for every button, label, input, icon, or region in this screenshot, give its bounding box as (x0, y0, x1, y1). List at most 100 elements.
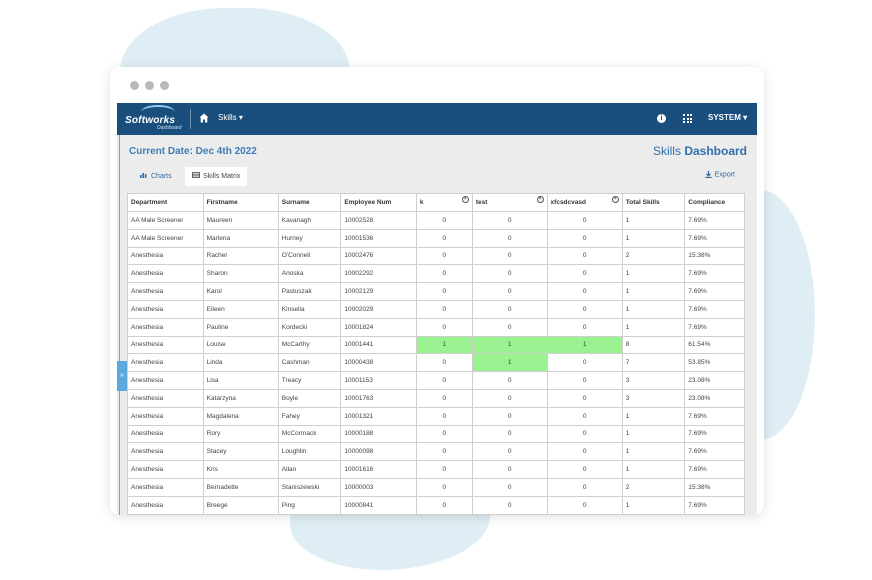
table-row[interactable]: Anesthesia Pauline Kordecki 10001824 0 0 0 1 7.6… (127, 317, 745, 337)
table-row[interactable]: Anesthesia Stacey Loughlin 10000098 0 0 0 1 7.69… (127, 442, 745, 462)
home-icon[interactable] (199, 113, 209, 123)
table-cell: 0 (415, 388, 473, 408)
table-cell: Ping (277, 495, 342, 515)
tab-charts[interactable]: Charts (133, 167, 179, 186)
page-title-bold: Dashboard (684, 144, 747, 158)
table-cell: 0 (471, 388, 548, 408)
table-cell: Treacy (277, 371, 342, 390)
table-cell: 23.08% (684, 371, 745, 390)
table-cell: 0 (415, 424, 473, 444)
table-cell: 0 (415, 477, 473, 497)
current-date: Current Date: Dec 4th 2022 (129, 146, 257, 157)
remove-column-icon[interactable]: × (536, 196, 544, 203)
column-header[interactable]: k × (415, 193, 473, 212)
table-cell: 1 (621, 442, 686, 462)
table-cell: 1 (621, 282, 686, 301)
table-cell: 1 (415, 335, 473, 355)
table-row[interactable]: Anesthesia Magdalena Fahey 10001321 0 0 0 1 7.69… (127, 406, 745, 426)
table-cell: 0 (546, 211, 623, 230)
table-cell: Loughlin (277, 442, 342, 462)
export-button[interactable]: Export (705, 171, 735, 178)
table-cell: 10001616 (340, 460, 417, 479)
table-cell: 10000841 (340, 495, 417, 515)
table-row[interactable]: Anesthesia Louise McCarthy 10001441 1 1 1 8 61.5… (127, 335, 745, 355)
table-cell: 2 (621, 477, 686, 497)
skills-matrix-table-container[interactable]: Department Firstname Surname Employee Num k ×… (127, 193, 745, 515)
table-cell: Linda (202, 353, 279, 373)
table-row[interactable]: Anesthesia Breege Ping 10000841 0 0 0 1 7.69% (127, 495, 745, 515)
table-cell: Pastuszak (277, 282, 342, 301)
table-cell: 10002528 (340, 211, 417, 230)
table-row[interactable]: AA Male Screener Maureen Kavanagh 10002528 0… (127, 211, 745, 230)
table-cell: 0 (415, 317, 473, 337)
column-header[interactable]: test × (471, 193, 548, 212)
table-cell: 0 (471, 264, 548, 284)
table-cell: Anesthesia (127, 424, 204, 444)
table-cell: 0 (546, 477, 623, 497)
column-header[interactable]: Surname (277, 193, 342, 212)
table-row[interactable]: Anesthesia Lisa Treacy 10001153 0 0 0 3 23.08% (127, 371, 745, 390)
column-header[interactable]: Department (127, 193, 204, 212)
table-cell: Kavanagh (277, 211, 342, 230)
bar-chart-icon (140, 173, 147, 179)
table-cell: 1 (621, 211, 686, 230)
table-row[interactable]: Anesthesia Karol Pastuszak 10002129 0 0 0 1 7.69… (127, 282, 745, 301)
column-header[interactable]: Compliance (684, 193, 745, 212)
column-header-label: Firstname (206, 199, 238, 206)
table-cell: 10001153 (340, 371, 417, 390)
table-cell: 10000098 (340, 442, 417, 462)
table-cell: Anesthesia (127, 335, 204, 355)
table-row[interactable]: Anesthesia Kris Allan 10001616 0 0 0 1 7.69% (127, 460, 745, 479)
table-cell: 0 (546, 406, 623, 426)
table-cell: Sharon (202, 264, 279, 284)
table-row[interactable]: Anesthesia Eileen Kinsella 10002029 0 0 0 1 7.69… (127, 299, 745, 319)
table-cell: Cashman (277, 353, 342, 373)
table-row[interactable]: Anesthesia Bernadette Staniszewski 10000003… (127, 477, 745, 497)
table-cell: 0 (546, 495, 623, 515)
system-menu[interactable]: SYSTEM ▾ (708, 113, 748, 122)
table-cell: Magdalena (202, 406, 279, 426)
tab-skills-matrix[interactable]: Skills Matrix (185, 167, 248, 186)
table-cell: Anesthesia (127, 388, 204, 408)
table-cell: 0 (546, 228, 623, 248)
remove-column-icon[interactable]: × (611, 196, 619, 203)
table-cell: Staniszewski (277, 477, 342, 497)
table-row[interactable]: AA Male Screener Marlena Hurney 10001536 0 0 0… (127, 228, 745, 248)
table-row[interactable]: Anesthesia Sharon Anoska 10002292 0 0 0 1 7.69% (127, 264, 745, 284)
table-row[interactable]: Anesthesia Rachel O'Connell 10002476 0 0 0 2 15.… (127, 246, 745, 266)
table-body: AA Male Screener Maureen Kavanagh 10002528 0… (127, 211, 745, 515)
logo[interactable]: Softworks Dashboard (123, 105, 183, 133)
table-cell: 10001441 (340, 335, 417, 355)
table-cell: 0 (546, 353, 623, 373)
logo-subtext: Dashboard (157, 125, 182, 131)
table-cell: 0 (415, 282, 473, 301)
column-header[interactable]: xfcsdcvasd × (546, 193, 623, 212)
column-header[interactable]: Employee Num (340, 193, 417, 212)
remove-column-icon[interactable]: × (461, 196, 469, 203)
table-row[interactable]: Anesthesia Linda Cashman 10000438 0 1 0 7 53.85% (127, 353, 745, 373)
apps-grid-icon[interactable] (683, 114, 692, 123)
table-cell: 10000438 (340, 353, 417, 373)
table-cell: 1 (621, 299, 686, 319)
export-label: Export (714, 171, 735, 179)
info-icon[interactable]: i (657, 114, 666, 123)
table-cell: 0 (471, 228, 548, 248)
table-cell: 7.69% (684, 299, 745, 319)
table-cell: Anesthesia (127, 353, 204, 373)
table-cell: 0 (471, 299, 548, 319)
table-row[interactable]: Anesthesia Katarzyna Boyle 10001763 0 0 0 3 23.0… (127, 388, 745, 408)
table-cell: Anesthesia (127, 317, 204, 337)
tab-charts-label: Charts (151, 173, 172, 180)
table-cell: Louise (202, 335, 279, 355)
table-cell: 0 (415, 442, 473, 462)
table-cell: 7.69% (684, 317, 745, 337)
column-header[interactable]: Firstname (202, 193, 279, 212)
table-cell: Eileen (202, 299, 279, 319)
column-header[interactable]: Total Skills (621, 193, 686, 212)
skills-menu[interactable]: Skills ▾ (218, 113, 243, 122)
sidebar-toggle[interactable]: » (117, 361, 127, 391)
table-cell: 0 (471, 246, 548, 266)
table-row[interactable]: Anesthesia Rory McCormack 10000188 0 0 0 1 7.69% (127, 424, 745, 444)
table-cell: Anesthesia (127, 282, 204, 301)
table-cell: 10001536 (340, 228, 417, 248)
